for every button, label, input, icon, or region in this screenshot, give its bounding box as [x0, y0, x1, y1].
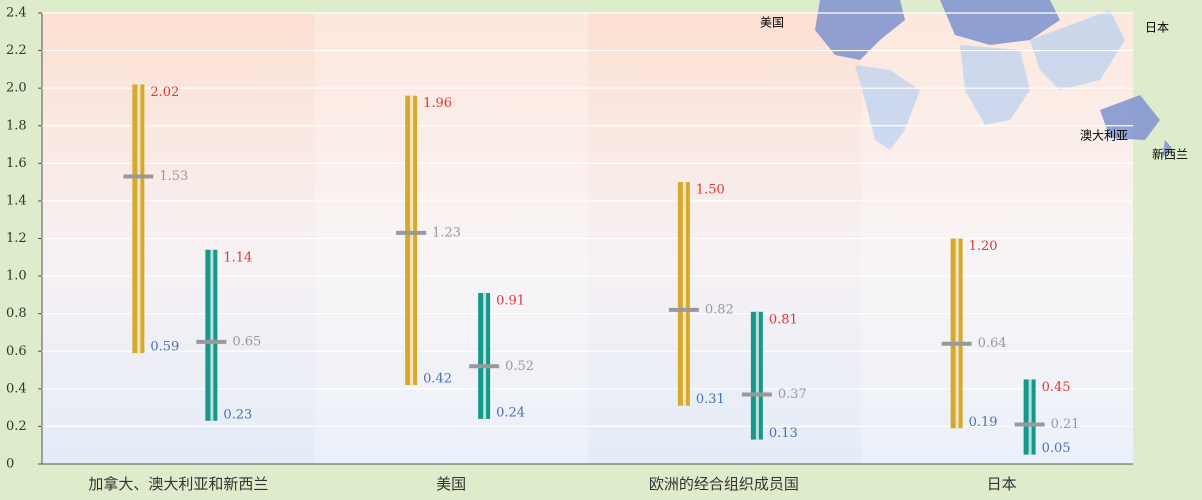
low-label: 0.13	[769, 426, 798, 441]
low-label: 0.59	[150, 340, 179, 355]
y-tick-label: 2.0	[6, 81, 27, 96]
y-tick-label: 0.8	[6, 306, 27, 321]
mean-label: 1.23	[432, 225, 461, 240]
high-label: 2.02	[150, 85, 179, 100]
bar-highlight	[682, 182, 686, 406]
mean-label: 0.64	[978, 336, 1007, 351]
y-tick-label: 2.2	[6, 43, 27, 58]
high-label: 1.96	[423, 96, 452, 111]
low-label: 0.19	[969, 415, 998, 430]
y-tick-label: 1.0	[6, 269, 27, 284]
mean-label: 0.65	[232, 334, 261, 349]
map	[815, 0, 1172, 158]
map-label: 美国	[760, 16, 784, 30]
mean-label: 0.52	[505, 359, 534, 374]
y-tick-label: 2.4	[6, 6, 27, 21]
low-label: 0.31	[696, 392, 725, 407]
high-label: 1.20	[969, 239, 998, 254]
mean-label: 0.21	[1051, 417, 1080, 432]
y-tick-label: 0.6	[6, 344, 27, 359]
y-tick-label: 1.6	[6, 156, 27, 171]
x-tick-label: 美国	[436, 475, 466, 493]
y-tick-label: 0	[6, 457, 14, 472]
high-label: 1.50	[696, 183, 725, 198]
mean-label: 0.82	[705, 302, 734, 317]
x-tick-label: 加拿大、澳大利亚和新西兰	[88, 475, 268, 493]
low-label: 0.42	[423, 372, 452, 387]
x-tick-label: 日本	[987, 475, 1017, 493]
bar-highlight	[483, 292, 487, 419]
high-label: 1.14	[223, 250, 252, 265]
bar-highlight	[210, 249, 214, 421]
low-label: 0.23	[223, 407, 252, 422]
low-label: 0.05	[1042, 441, 1071, 456]
high-label: 0.91	[496, 293, 525, 308]
y-tick-label: 1.4	[6, 193, 27, 208]
mean-label: 0.37	[778, 387, 807, 402]
y-tick-label: 0.4	[6, 381, 27, 396]
high-label: 0.81	[769, 312, 798, 327]
bar-highlight	[137, 84, 141, 354]
bar-highlight	[1028, 379, 1032, 455]
map-label: 澳大利亚	[1080, 129, 1128, 143]
bar-highlight	[410, 95, 414, 386]
x-tick-label: 欧洲的经合组织成员国	[649, 475, 799, 493]
y-tick-label: 1.8	[6, 118, 27, 133]
high-label: 0.45	[1042, 380, 1071, 395]
mean-label: 1.53	[159, 169, 188, 184]
y-tick-label: 0.2	[6, 419, 27, 434]
map-label: 日本	[1145, 21, 1169, 35]
bar-highlight	[755, 311, 759, 440]
map-label: 新西兰	[1152, 147, 1188, 162]
y-tick-label: 1.2	[6, 231, 27, 246]
low-label: 0.24	[496, 405, 525, 420]
bar-highlight	[955, 238, 959, 429]
